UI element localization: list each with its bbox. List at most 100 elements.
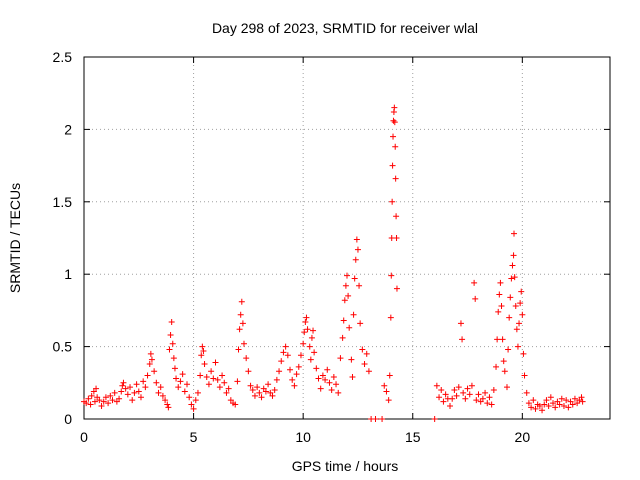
y-tick-label: 2 — [64, 121, 72, 137]
data-point — [307, 356, 314, 363]
data-point — [330, 374, 337, 381]
data-point — [333, 381, 340, 388]
data-point — [511, 230, 518, 237]
data-point — [87, 401, 94, 408]
data-point — [166, 346, 173, 353]
data-point — [98, 402, 105, 409]
data-point — [352, 256, 359, 263]
data-point — [521, 372, 528, 379]
data-point — [503, 384, 510, 391]
data-point — [304, 326, 311, 333]
data-point — [219, 372, 226, 379]
data-point — [186, 394, 193, 401]
x-tick-label: 20 — [515, 429, 531, 445]
data-point — [493, 363, 500, 370]
data-point — [181, 388, 188, 395]
data-point — [282, 343, 289, 350]
data-point — [579, 398, 586, 405]
data-point — [153, 379, 160, 386]
data-point — [436, 394, 443, 401]
data-point — [198, 352, 205, 359]
x-tick-label: 5 — [190, 429, 198, 445]
data-point — [453, 392, 460, 399]
data-point — [118, 388, 125, 395]
data-point — [490, 387, 497, 394]
data-point — [258, 394, 265, 401]
data-point — [297, 352, 304, 359]
data-point — [317, 385, 324, 392]
x-tick-label: 10 — [295, 429, 311, 445]
data-point — [351, 275, 358, 282]
data-point — [301, 329, 308, 336]
data-point — [543, 397, 550, 404]
data-point — [293, 371, 300, 378]
data-point — [459, 336, 466, 343]
data-point — [558, 395, 565, 402]
data-point — [442, 391, 449, 398]
data-point — [457, 320, 464, 327]
data-point — [563, 397, 570, 404]
data-point — [105, 400, 112, 407]
data-point — [165, 404, 172, 411]
data-point — [300, 340, 307, 347]
data-point — [381, 382, 388, 389]
data-point — [155, 389, 162, 396]
data-point — [530, 397, 537, 404]
data-point — [512, 303, 519, 310]
data-point — [509, 262, 516, 269]
data-point — [237, 311, 244, 318]
data-point — [162, 397, 169, 404]
data-point — [203, 374, 210, 381]
data-point — [385, 397, 392, 404]
data-point — [159, 392, 166, 399]
data-point — [119, 382, 126, 389]
y-tick-label: 0 — [64, 411, 72, 427]
data-point — [547, 394, 554, 401]
data-point — [170, 355, 177, 362]
data-point — [552, 404, 559, 411]
data-point — [249, 387, 256, 394]
y-tick-label: 1.5 — [53, 194, 73, 210]
data-point — [466, 391, 473, 398]
data-point — [313, 365, 320, 372]
data-point — [350, 311, 357, 318]
y-tick-label: 0.5 — [53, 339, 73, 355]
data-point — [541, 401, 548, 408]
data-point — [100, 398, 107, 405]
data-point — [505, 346, 512, 353]
data-point — [341, 297, 348, 304]
data-point — [315, 375, 322, 382]
data-point — [550, 400, 557, 407]
data-point — [151, 368, 158, 375]
data-point — [271, 387, 278, 394]
data-point — [295, 363, 302, 370]
data-point — [284, 352, 291, 359]
data-point — [96, 397, 103, 404]
x-tick-label: 0 — [80, 429, 88, 445]
data-point — [177, 378, 184, 385]
plot-frame — [83, 56, 611, 420]
data-point — [383, 388, 390, 395]
data-point — [460, 389, 467, 396]
data-point — [210, 375, 217, 382]
data-point — [232, 401, 239, 408]
data-point — [393, 213, 400, 220]
data-point — [523, 389, 530, 396]
data-point — [498, 303, 505, 310]
data-point — [500, 358, 507, 365]
data-point — [147, 350, 154, 357]
data-point — [265, 381, 272, 388]
data-point — [565, 404, 572, 411]
data-point — [431, 416, 438, 422]
data-point — [142, 384, 149, 391]
data-point — [328, 387, 335, 394]
data-points — [81, 104, 586, 422]
data-point — [120, 379, 127, 386]
data-point — [359, 346, 366, 353]
data-point — [519, 311, 526, 318]
data-point — [514, 343, 521, 350]
data-point — [175, 384, 182, 391]
data-point — [225, 385, 232, 392]
series-srmtid — [81, 104, 586, 422]
data-point — [144, 372, 151, 379]
